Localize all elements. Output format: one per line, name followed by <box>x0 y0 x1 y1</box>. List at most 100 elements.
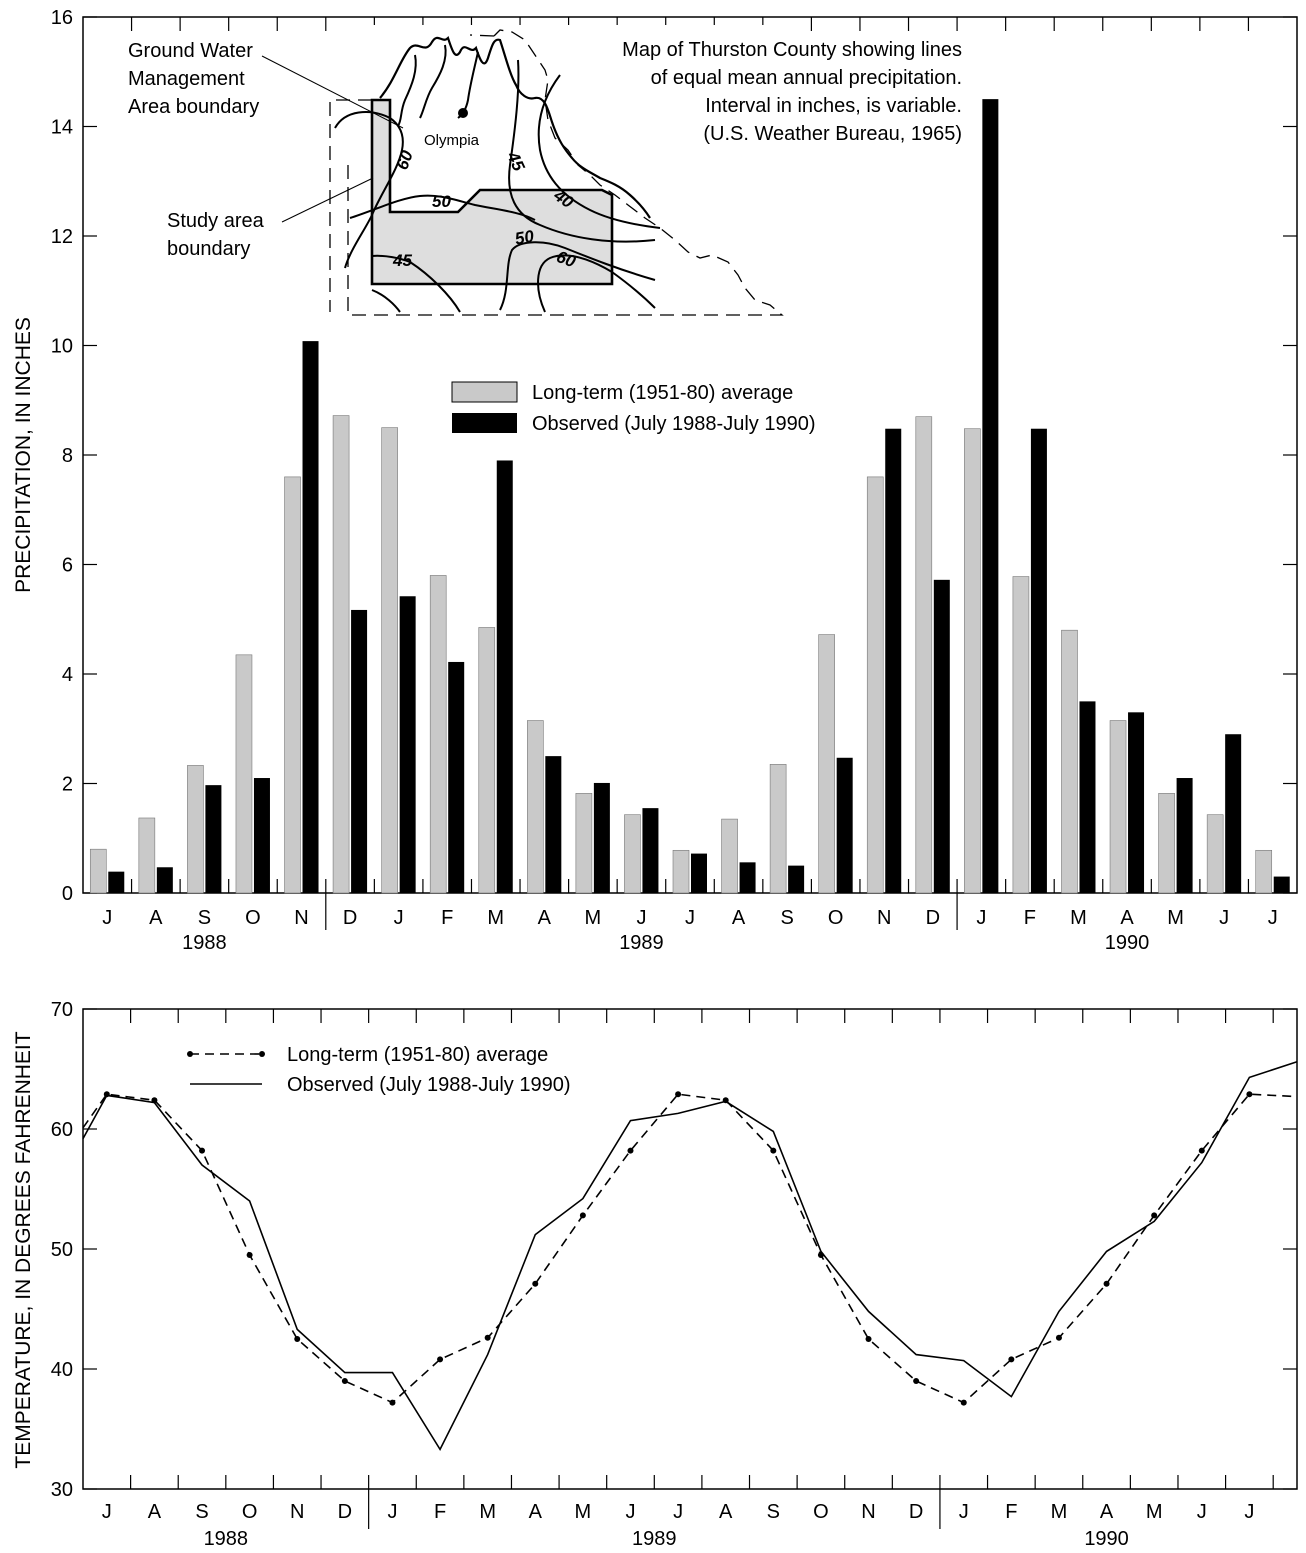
point-longterm <box>627 1147 634 1154</box>
point-longterm <box>199 1147 206 1154</box>
x-tick-label: J <box>1219 907 1229 929</box>
year-label: 1990 <box>1105 932 1150 954</box>
map-caption: Map of Thurston County showing lines of … <box>622 39 962 145</box>
bar-longterm <box>721 818 738 894</box>
y-tick-label: 12 <box>51 226 73 248</box>
gwma-area <box>372 100 612 284</box>
gwma-label-line3: Area boundary <box>128 96 259 118</box>
x-tick-label: A <box>149 907 163 929</box>
gwma-label-line2: Management <box>128 68 245 90</box>
map-caption-line4: (U.S. Weather Bureau, 1965) <box>703 123 962 145</box>
x-tick-label: F <box>1024 907 1036 929</box>
bar-observed <box>351 609 368 893</box>
bar-observed <box>982 99 999 893</box>
series-observed-line <box>82 1061 1298 1452</box>
shoreline <box>379 35 651 219</box>
legend-label-longterm: Long-term (1951-80) average <box>287 1044 548 1066</box>
x-tick-label: N <box>877 907 891 929</box>
y-tick-label: 40 <box>51 1359 73 1381</box>
bar-observed <box>1030 428 1047 893</box>
bar-longterm <box>1109 720 1127 894</box>
map-caption-line2: of equal mean annual precipitation. <box>651 67 962 89</box>
x-tick-label: S <box>198 907 211 929</box>
bar-longterm <box>1158 793 1175 894</box>
temp-y-axis-title: TEMPERATURE, IN DEGREES FAHRENHEIT <box>12 1031 35 1468</box>
point-longterm <box>865 1336 872 1342</box>
point-longterm <box>579 1212 586 1219</box>
bar-longterm <box>527 720 544 894</box>
x-tick-label: A <box>732 907 746 929</box>
bar-observed <box>788 865 805 893</box>
bar-longterm <box>1061 629 1078 894</box>
legend-swatch-observed <box>452 413 517 433</box>
precip-x-axis: J A S O N D J F M A M J J A S O N D J F M A M J J 1988 1989 1990 <box>102 17 1278 954</box>
x-tick-label: J <box>636 907 646 929</box>
x-tick-label: M <box>1146 1501 1163 1523</box>
x-tick-label: F <box>441 907 453 929</box>
bar-longterm <box>672 849 690 894</box>
point-longterm <box>1055 1334 1062 1341</box>
year-label: 1989 <box>632 1528 677 1550</box>
contour-southwest-2 <box>371 289 401 313</box>
contour-45-center <box>508 59 656 243</box>
bar-observed <box>642 808 659 893</box>
bar-longterm <box>1206 814 1224 894</box>
x-tick-label: N <box>290 1501 304 1523</box>
bar-longterm <box>138 817 156 894</box>
bar-longterm <box>575 793 593 894</box>
map-caption-line1: Map of Thurston County showing lines <box>622 39 962 61</box>
bar-observed <box>496 460 513 893</box>
study-area-annotation: Study area boundary <box>167 210 265 260</box>
point-longterm <box>341 1378 348 1384</box>
x-tick-label: S <box>767 1501 780 1523</box>
x-tick-label: J <box>1244 1501 1254 1523</box>
temp-legend: Long-term (1951-80) average Observed (Ju… <box>187 1044 570 1096</box>
year-label: 1988 <box>204 1528 249 1550</box>
y-tick-label: 2 <box>62 774 73 796</box>
x-tick-label: A <box>719 1501 733 1523</box>
bar-observed <box>1225 734 1242 893</box>
x-tick-label: A <box>1100 1501 1114 1523</box>
bar-longterm <box>89 848 107 894</box>
point-longterm <box>389 1399 396 1406</box>
y-tick-label: 0 <box>62 883 73 905</box>
series-longterm-line <box>82 1093 1298 1404</box>
bar-observed <box>1273 876 1290 893</box>
point-longterm <box>1151 1212 1158 1219</box>
study-area-label-line1: Study area <box>167 210 265 232</box>
contour-50-center <box>349 194 536 221</box>
legend-label-longterm: Long-term (1951-80) average <box>532 382 793 404</box>
point-longterm <box>960 1399 967 1406</box>
precip-y-axis: 0 2 4 6 8 10 12 14 16 <box>51 7 1297 905</box>
x-tick-label: O <box>245 907 261 929</box>
legend-marker-longterm <box>187 1051 193 1057</box>
bar-observed <box>593 782 610 893</box>
legend-swatch-longterm <box>451 381 518 403</box>
legend-label-observed: Observed (July 1988-July 1990) <box>287 1074 570 1096</box>
y-tick-label: 60 <box>51 1119 73 1141</box>
x-tick-label: M <box>487 907 504 929</box>
contour-45-southwest <box>371 254 461 313</box>
bar-longterm <box>284 476 301 894</box>
contour-60-west <box>334 111 404 269</box>
bar-longterm <box>964 428 981 894</box>
y-tick-label: 6 <box>62 555 73 577</box>
year-label: 1990 <box>1084 1528 1129 1550</box>
precip-y-axis-title: PRECIPITATION, IN INCHES <box>12 317 35 593</box>
bar-longterm <box>866 476 884 894</box>
x-tick-label: M <box>1070 907 1087 929</box>
gwma-leader-line <box>261 55 404 129</box>
x-tick-label: J <box>1197 1501 1207 1523</box>
point-longterm <box>675 1091 682 1098</box>
temp-plot-frame <box>82 1008 1298 1490</box>
x-tick-label: D <box>343 907 357 929</box>
point-longterm <box>532 1280 539 1287</box>
gwma-annotation: Ground Water Management Area boundary <box>128 40 259 118</box>
bar-longterm <box>769 764 787 894</box>
bar-longterm <box>1012 576 1030 894</box>
bar-observed <box>108 871 125 893</box>
x-tick-label: M <box>1167 907 1184 929</box>
bar-observed <box>448 661 465 893</box>
x-tick-label: A <box>529 1501 543 1523</box>
point-longterm <box>913 1378 920 1384</box>
